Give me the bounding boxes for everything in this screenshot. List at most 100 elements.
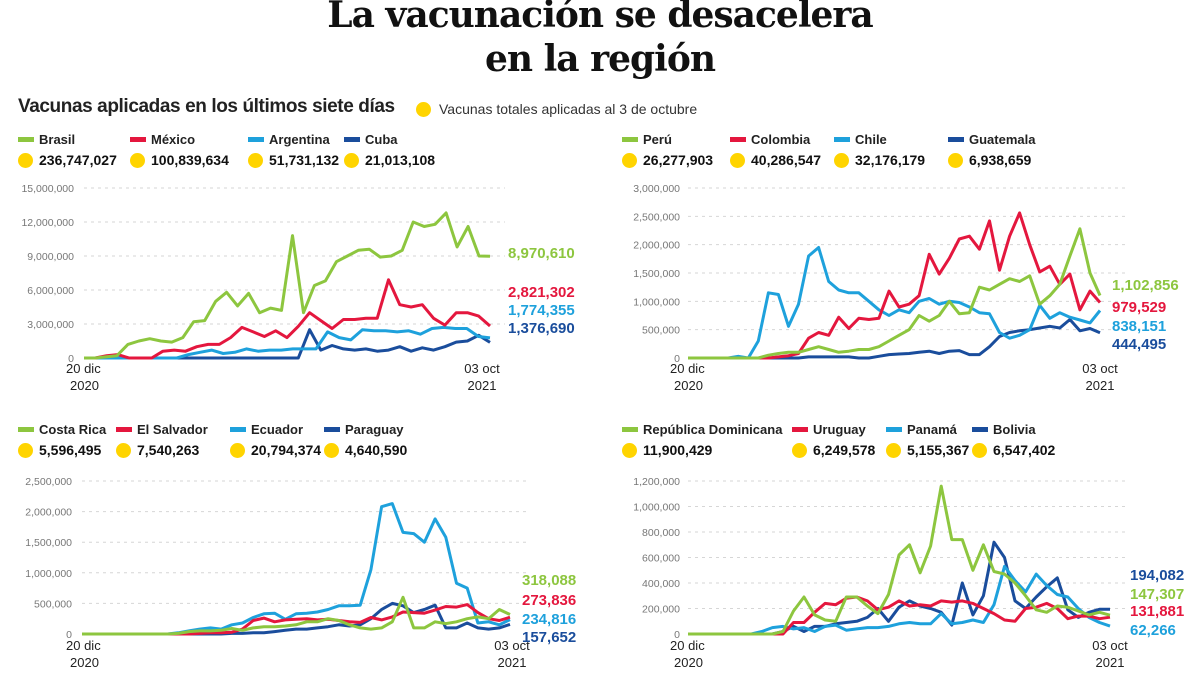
end-value-label-chile: 838,151 [1112, 318, 1166, 335]
legend-total-vaccines: 6,547,402 [993, 442, 1056, 458]
end-value-label-panama: 62,266 [1130, 622, 1176, 639]
end-value-label-cuba: 1,376,690 [508, 320, 575, 337]
legend-total-vaccines: 6,249,578 [813, 442, 876, 458]
y-tick-label: 1,500,000 [633, 268, 680, 280]
series-swatch-icon [886, 426, 902, 432]
legend-country-name: Guatemala [969, 131, 1036, 147]
yellow-dot-icon [344, 152, 359, 168]
yellow-dot-icon [116, 442, 131, 458]
series-line-cuba [84, 328, 491, 360]
series-swatch-icon [230, 426, 246, 432]
x-tick-end-date: 03 oct [1092, 638, 1128, 653]
x-tick-end-date: 03 oct [494, 638, 530, 653]
y-tick-label: 400,000 [642, 578, 680, 590]
legend-item-el-salvador: El Salvador 7,540,263 [116, 421, 296, 459]
y-tick-label: 3,000,000 [633, 183, 680, 195]
x-tick-start-year: 2020 [70, 655, 99, 670]
legend-country-name: República Dominicana [643, 421, 783, 437]
end-value-label-el-salvador: 273,836 [522, 592, 576, 609]
yellow-dot-icon [324, 442, 339, 458]
legend-total-vaccines: 5,155,367 [907, 442, 970, 458]
y-tick-label: 2,500,000 [25, 476, 72, 488]
headline-line-1: La vacunación se desacelera [327, 0, 873, 36]
chart-3: 0 500,000 1,000,000 1,500,000 2,000,000 2,500… [25, 476, 576, 670]
legend-item-cuba: Cuba 21,013,108 [344, 131, 524, 169]
headline-line-2: en la región [484, 38, 716, 80]
legend-item-panama: Panamá 5,155,367 [886, 421, 1066, 459]
yellow-dot-icon [248, 152, 263, 168]
legend-total-vaccines: 21,013,108 [365, 152, 436, 168]
series-swatch-icon [248, 136, 264, 142]
legend-item-guatemala: Guatemala 6,938,659 [948, 131, 1128, 169]
yellow-dot-icon [230, 442, 245, 458]
yellow-dot-icon [948, 152, 963, 168]
end-value-label-paraguay: 157,652 [522, 629, 576, 646]
series-swatch-icon [324, 426, 340, 432]
legend-item-ecuador: Ecuador 20,794,374 [230, 421, 410, 459]
y-tick-label: 0 [68, 353, 74, 365]
legend-country-name: Panamá [907, 421, 957, 437]
y-tick-label: 500,000 [34, 598, 72, 610]
legend-total-vaccines: 11,900,429 [643, 442, 713, 458]
series-line-ecuador [82, 502, 511, 636]
series-swatch-icon [344, 136, 360, 142]
yellow-dot-icon [18, 152, 33, 168]
x-tick-end-year: 2021 [468, 378, 497, 393]
yellow-dot-icon [834, 152, 849, 168]
y-tick-label: 500,000 [642, 325, 680, 337]
yellow-dot-icon [18, 442, 33, 458]
series-swatch-icon [792, 426, 808, 432]
series-swatch-icon [130, 136, 146, 142]
series-line-uruguay [688, 595, 1111, 636]
y-tick-label: 0 [66, 629, 72, 641]
legend-item-uruguay: Uruguay 6,249,578 [792, 421, 972, 459]
series-line-costa-rica [82, 595, 511, 636]
y-tick-label: 2,500,000 [633, 211, 680, 223]
y-tick-label: 800,000 [642, 527, 680, 539]
legend-country-name: Ecuador [251, 421, 304, 437]
end-value-label-brasil: 8,970,610 [508, 245, 575, 262]
end-value-label-bolivia: 194,082 [1130, 567, 1184, 584]
series-line-argentina [84, 325, 491, 360]
end-value-label-peru: 1,102,856 [1112, 277, 1179, 294]
y-tick-label: 0 [674, 353, 680, 365]
y-tick-label: 1,000,000 [25, 568, 72, 580]
y-tick-label: 15,000,000 [21, 183, 74, 195]
x-tick-end-date: 03 oct [1082, 361, 1118, 376]
end-value-label-mexico: 2,821,302 [508, 284, 575, 301]
series-swatch-icon [622, 426, 638, 432]
y-tick-label: 1,000,000 [633, 296, 680, 308]
legend-country-name: Bolivia [993, 421, 1036, 437]
y-tick-label: 200,000 [642, 604, 680, 616]
x-tick-start-year: 2020 [674, 655, 703, 670]
legend-item-mexico: México 100,839,634 [130, 131, 310, 169]
legend-item-costa-rica: Costa Rica 5,596,495 [18, 421, 198, 459]
y-tick-label: 1,200,000 [633, 476, 680, 488]
totals-note: Vacunas totales aplicadas al 3 de octubr… [416, 101, 697, 117]
legend-total-vaccines: 6,938,659 [969, 152, 1032, 168]
x-tick-start-year: 2020 [70, 378, 99, 393]
legend-total-vaccines: 32,176,179 [855, 152, 926, 168]
y-tick-label: 600,000 [642, 553, 680, 565]
legend-item-colombia: Colombia 40,286,547 [730, 131, 910, 169]
legend-country-name: Brasil [39, 131, 76, 147]
yellow-dot-icon [886, 442, 901, 458]
series-swatch-icon [834, 136, 850, 142]
y-tick-label: 6,000,000 [27, 285, 74, 297]
x-tick-start-date: 20 dic [670, 361, 705, 376]
series-line-chile [688, 246, 1102, 360]
y-tick-label: 3,000,000 [27, 319, 74, 331]
chart-1: 0 3,000,000 6,000,000 9,000,000 12,000,000 15… [21, 183, 574, 393]
end-value-label-uruguay: 131,881 [1130, 603, 1184, 620]
x-tick-start-date: 20 dic [66, 638, 101, 653]
legend-item-argentina: Argentina 51,731,132 [248, 131, 428, 169]
legend-country-name: El Salvador [137, 421, 208, 437]
series-swatch-icon [18, 136, 34, 142]
legend-total-vaccines: 40,286,547 [751, 152, 822, 168]
yellow-dot-icon [622, 442, 637, 458]
legend-total-vaccines: 100,839,634 [151, 152, 229, 168]
legend-total-vaccines: 236,747,027 [39, 152, 117, 168]
legend-country-name: Costa Rica [39, 421, 107, 437]
legend-total-vaccines: 7,540,263 [137, 442, 200, 458]
y-tick-label: 1,500,000 [25, 537, 72, 549]
